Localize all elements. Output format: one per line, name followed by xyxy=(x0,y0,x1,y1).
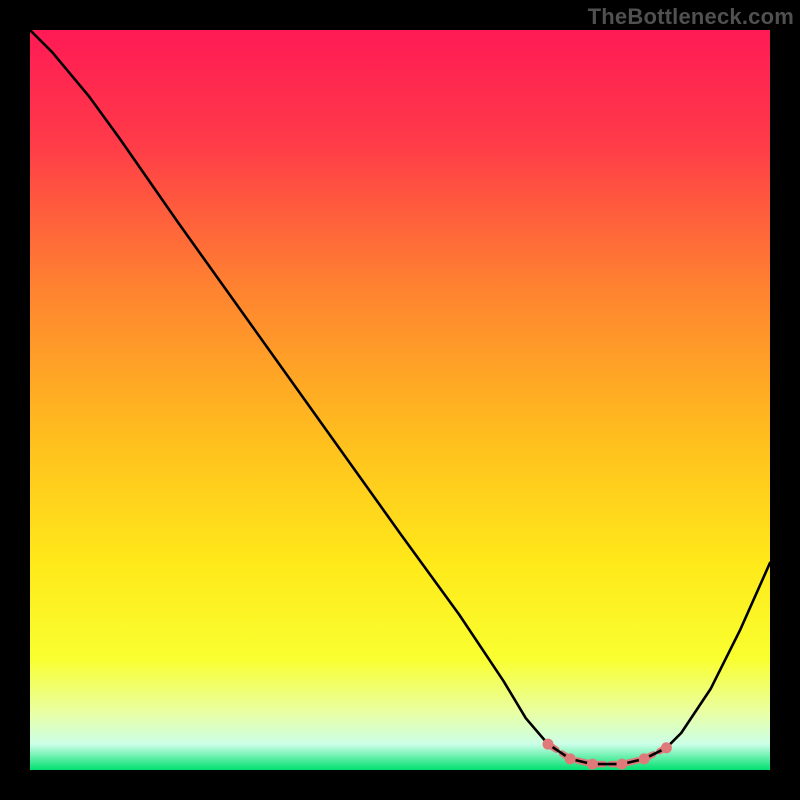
curve-layer xyxy=(30,30,770,770)
valley-marker xyxy=(661,742,672,753)
valley-marker xyxy=(617,759,628,770)
plot-area xyxy=(30,30,770,770)
bottleneck-curve xyxy=(30,30,770,764)
chart-frame: TheBottleneck.com xyxy=(0,0,800,800)
valley-marker xyxy=(565,753,576,764)
valley-marker xyxy=(639,753,650,764)
watermark-text: TheBottleneck.com xyxy=(588,4,794,30)
valley-marker xyxy=(543,739,554,750)
valley-marker xyxy=(587,759,598,770)
